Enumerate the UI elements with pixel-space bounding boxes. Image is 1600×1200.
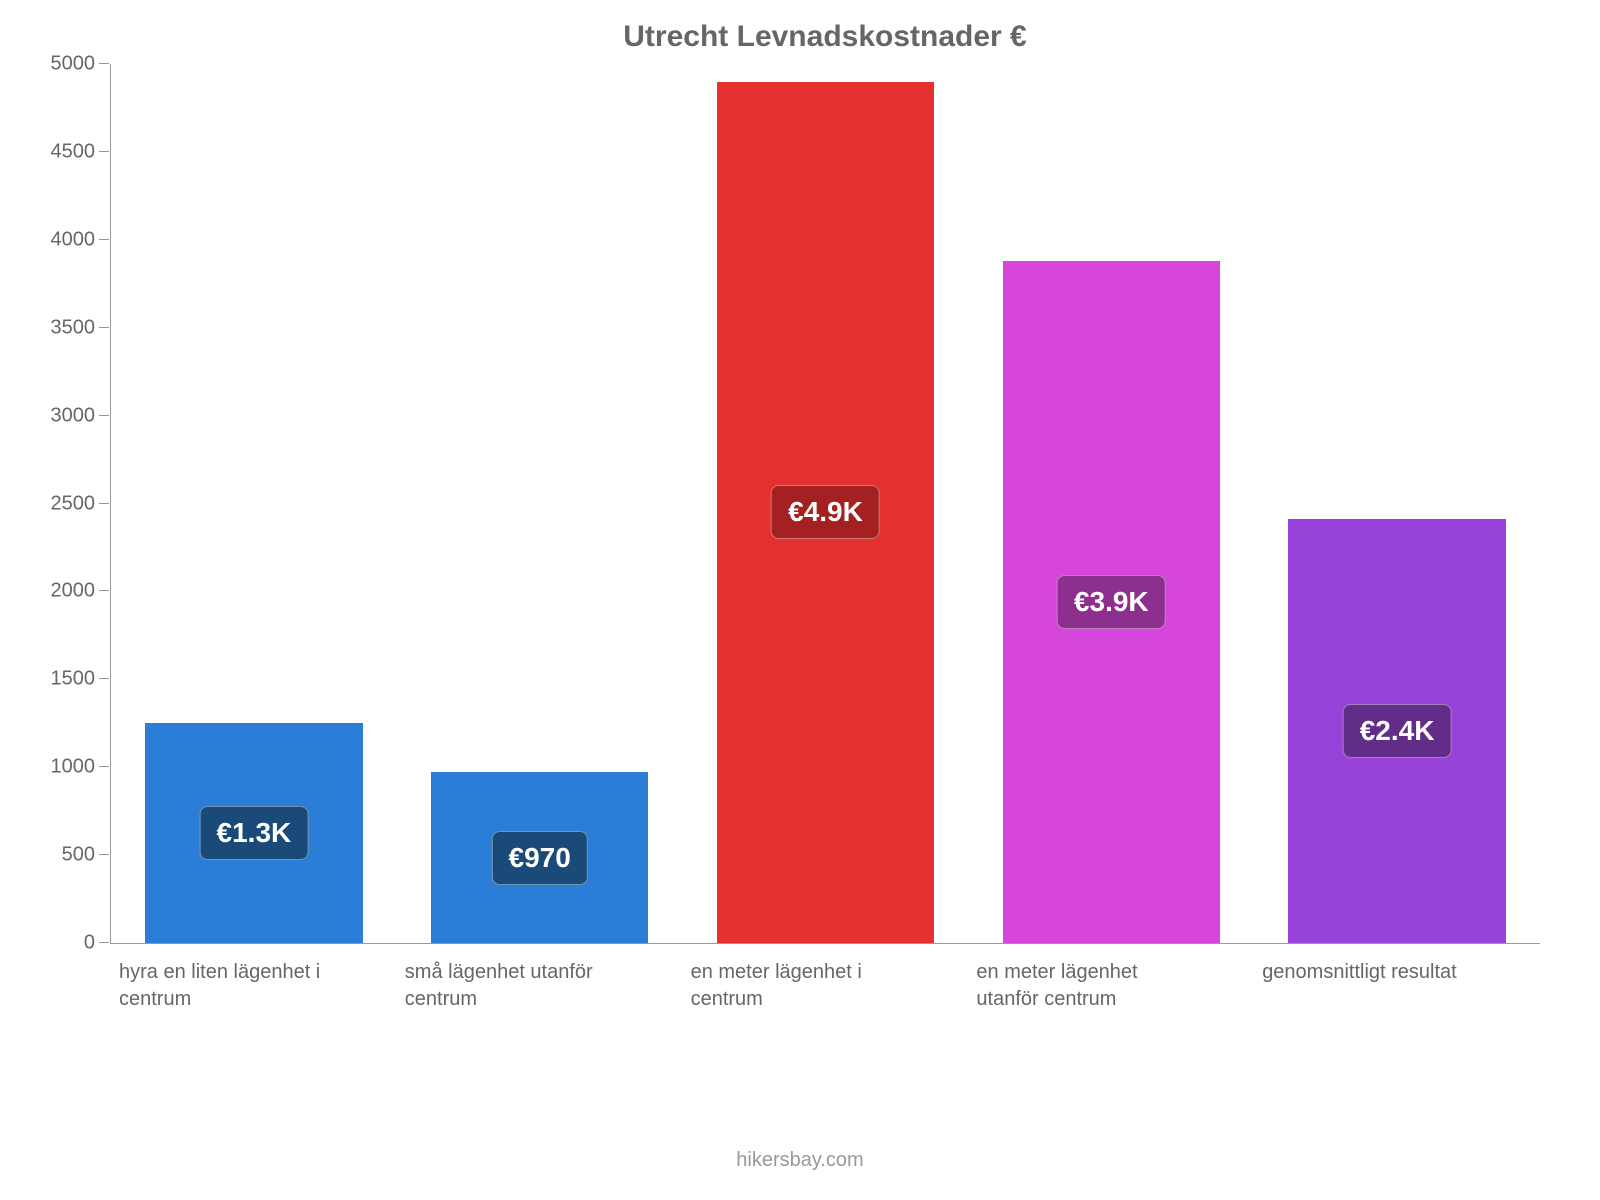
x-axis-label: en meter lägenhet i centrum [683,959,969,1013]
y-tick-label: 5000 [51,53,112,76]
bar: €4.9K [717,82,934,943]
x-axis-label: en meter lägenhet utanför centrum [968,959,1254,1013]
bar: €3.9K [1003,261,1220,943]
y-tick-label: 1000 [51,756,112,779]
bar-slot: €1.3K [111,64,397,943]
y-tick-label: 3000 [51,404,112,427]
bar-slot: €4.9K [683,64,969,943]
plot-area: €1.3K€970€4.9K€3.9K€2.4K hyra en liten l… [110,64,1540,944]
value-badge: €4.9K [771,485,880,539]
y-tick-label: 500 [62,844,111,867]
chart-title: Utrecht Levnadskostnader € [110,20,1540,54]
y-tick-label: 0 [84,932,111,955]
bars-group: €1.3K €970 €4.9K €3.9K €2.4K [111,64,1540,943]
y-tick-label: 4000 [51,228,112,251]
value-badge: €3.9K [1057,575,1166,629]
value-badge: €2.4K [1343,704,1452,758]
bar-slot: €2.4K [1254,64,1540,943]
y-tick-label: 2000 [51,580,112,603]
y-tick-label: 2500 [51,492,112,515]
bar: €970 [431,772,648,943]
bar: €1.3K [145,723,362,943]
y-tick-label: 1500 [51,668,112,691]
bar-slot: €3.9K [968,64,1254,943]
value-badge: €1.3K [200,806,309,860]
bar: €2.4K [1288,519,1505,943]
attribution-text: hikersbay.com [0,1149,1600,1172]
x-axis-label: hyra en liten lägenhet i centrum [111,959,397,1013]
bar-slot: €970 [397,64,683,943]
chart-container: Utrecht Levnadskostnader € €1.3K €970 €4.9… [0,0,1600,1200]
x-axis-label: små lägenhet utanför centrum [397,959,683,1013]
x-axis-label: genomsnittligt resultat [1254,959,1540,1013]
value-badge: €970 [492,831,588,885]
y-tick-label: 3500 [51,316,112,339]
y-tick-label: 4500 [51,140,112,163]
x-axis-labels: hyra en liten lägenhet i centrumsmå läge… [111,943,1540,1013]
